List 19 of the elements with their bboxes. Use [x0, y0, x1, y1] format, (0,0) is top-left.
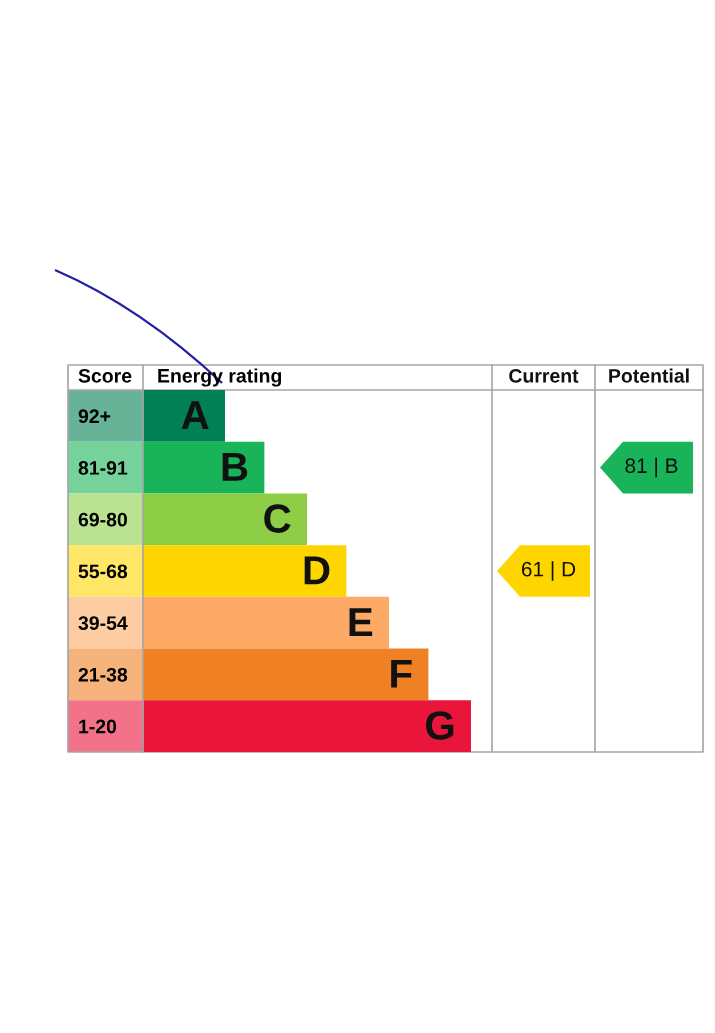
y-tick-label: 21-38	[78, 667, 128, 682]
annotation: A	[181, 401, 209, 430]
category-label: 81 | B	[625, 457, 678, 478]
annotation: G	[426, 711, 454, 740]
y-tick-label: 55-68	[78, 564, 128, 579]
annotation: F	[391, 659, 412, 688]
annotation: E	[349, 608, 373, 636]
y-tick-label: 92+	[78, 409, 111, 424]
y-tick-label: 1-20	[79, 719, 117, 734]
annotation: D	[304, 556, 330, 585]
category-label: 61 | D	[521, 561, 576, 581]
y-axis-title: Score	[78, 368, 132, 383]
annotation: C	[264, 504, 291, 533]
y-tick-label: 39-54	[78, 616, 128, 630]
text: Current	[509, 368, 579, 383]
annotation: B	[222, 453, 248, 481]
y-tick-label: 81-91	[78, 461, 128, 475]
y-tick-label: 69-80	[78, 512, 127, 527]
text: Potential	[609, 368, 689, 383]
